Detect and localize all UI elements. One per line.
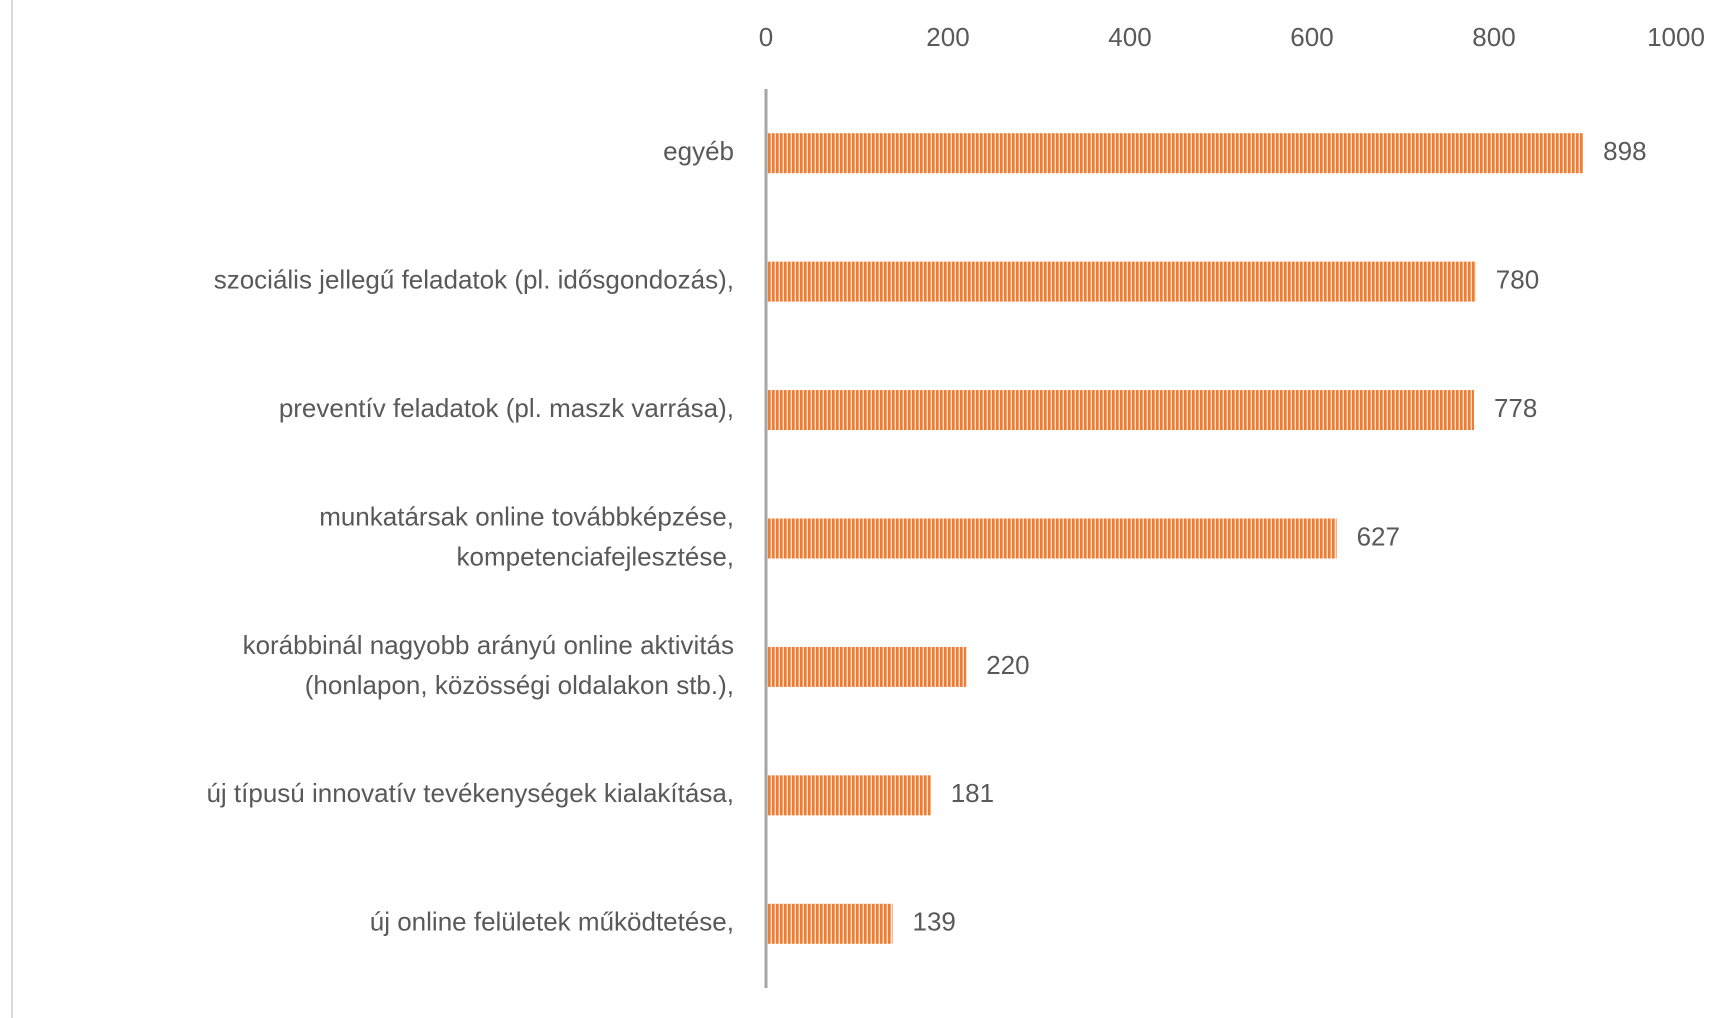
- data-label: 627: [1357, 521, 1400, 551]
- bar: [766, 646, 967, 687]
- category-label: korábbinál nagyobb arányú online aktivit…: [243, 630, 734, 700]
- bar: [766, 775, 931, 816]
- bar: [766, 518, 1337, 559]
- category-label: egyéb: [663, 136, 734, 166]
- category-label: munkatársak online továbbképzése, kompete…: [319, 501, 734, 571]
- data-label: 139: [912, 907, 955, 937]
- x-tick-label: 600: [1290, 22, 1333, 52]
- data-label: 780: [1496, 265, 1539, 295]
- data-label: 898: [1603, 136, 1646, 166]
- bar: [766, 261, 1476, 302]
- x-tick-label: 200: [926, 22, 969, 52]
- x-tick-label: 0: [759, 22, 773, 52]
- x-tick-label: 800: [1472, 22, 1515, 52]
- x-tick-label: 400: [1108, 22, 1151, 52]
- category-label: új típusú innovatív tevékenységek kialak…: [206, 778, 734, 808]
- category-label: preventív feladatok (pl. maszk varrása),: [279, 393, 734, 423]
- bar: [766, 390, 1474, 431]
- x-tick-label: 1000: [1647, 22, 1705, 52]
- category-label: új online felületek működtetése,: [370, 907, 734, 937]
- data-label: 220: [986, 650, 1029, 680]
- bar: [766, 133, 1584, 174]
- category-label: szociális jellegű feladatok (pl. idősgon…: [214, 265, 734, 295]
- data-label: 778: [1494, 393, 1537, 423]
- data-label: 181: [951, 778, 994, 808]
- bar: [766, 903, 893, 944]
